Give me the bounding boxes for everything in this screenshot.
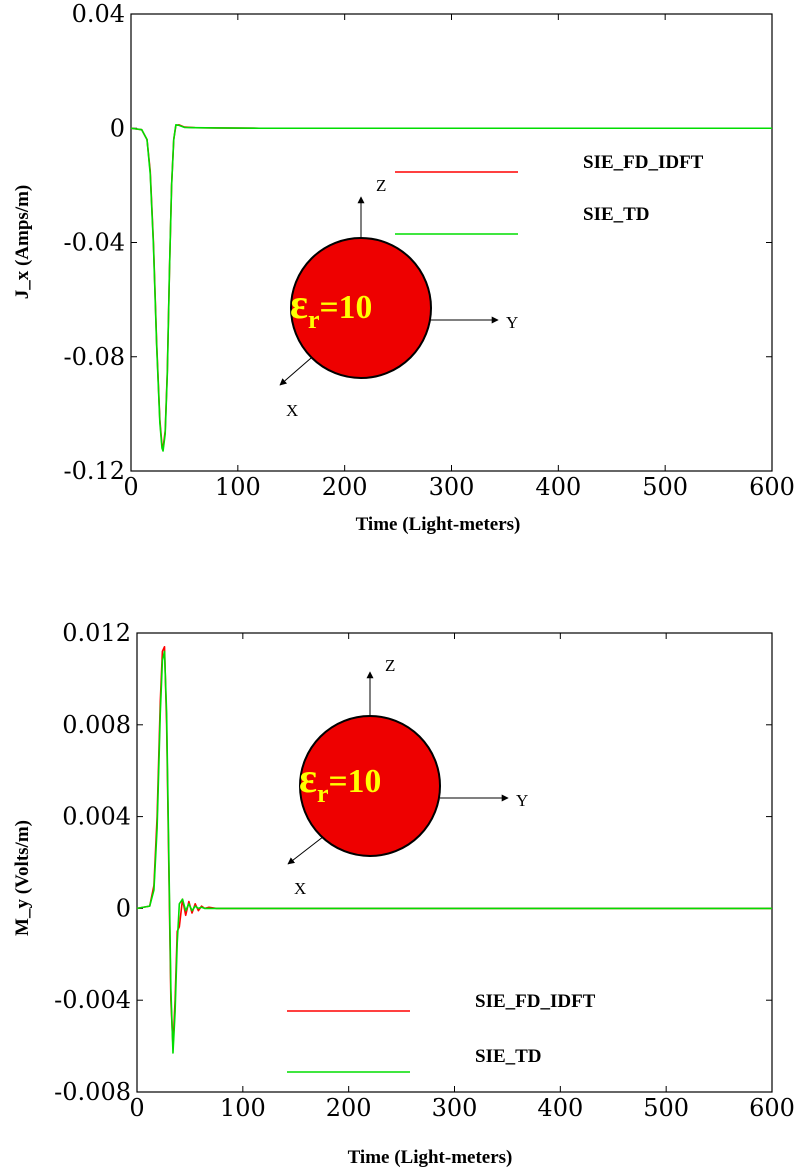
series-line-SIE_TD: [130, 124, 772, 452]
y-tick-label: -0.004: [54, 986, 131, 1014]
epsilon-value: =10: [329, 763, 382, 800]
x-tick-label: 500: [643, 1094, 689, 1122]
series-line-SIE_TD: [136, 650, 772, 1054]
x-tick-label: 600: [749, 1094, 795, 1122]
y-axis-title: J_x (Amps/m): [12, 185, 33, 300]
epsilon-subscript: r: [308, 305, 320, 334]
z-axis-label: Z: [376, 176, 386, 195]
x-tick-label: 100: [220, 1094, 266, 1122]
x-axis-label: X: [286, 401, 298, 420]
y-axis-title: M_y (Volts/m): [12, 820, 33, 936]
x-tick-label: 100: [215, 473, 261, 501]
chart-1: 0 100 200 300 400 500 600 0.04 0 -0.04 -0.08 -0.12 T…: [12, 0, 795, 535]
y-tick-label: 0.004: [62, 803, 131, 831]
x-axis-title: Time (Light-meters): [348, 1147, 513, 1168]
x-tick-label: 300: [432, 1094, 478, 1122]
series-line-SIE_FD_IDFT: [130, 124, 772, 449]
legend-label-2: SIE_TD: [475, 1046, 542, 1067]
permittivity-label: εr=10: [299, 756, 381, 808]
dielectric-sphere: [290, 237, 432, 379]
sphere-inset: Z Y Xεr=10: [287, 656, 528, 898]
z-axis-label: Z: [385, 656, 395, 675]
y-tick-label: -0.04: [63, 229, 125, 257]
dielectric-sphere: [299, 715, 441, 857]
epsilon-value: =10: [320, 289, 373, 326]
legend-label-1: SIE_FD_IDFT: [583, 152, 704, 173]
permittivity-label: εr=10: [290, 282, 372, 334]
y-tick-label: 0.04: [72, 0, 125, 28]
legend-label-2: SIE_TD: [583, 204, 650, 225]
x-tick-label: 200: [326, 1094, 372, 1122]
epsilon-subscript: r: [317, 779, 329, 808]
x-tick-label: 0: [123, 473, 138, 501]
y-tick-label: 0: [110, 114, 125, 142]
y-tick-label: -0.008: [54, 1078, 131, 1106]
y-tick-label: 0.008: [62, 711, 131, 739]
x-tick-label: 600: [749, 473, 795, 501]
epsilon-symbol: ε: [290, 282, 308, 328]
x-tick-label: 400: [537, 1094, 583, 1122]
x-tick-label: 0: [129, 1094, 144, 1122]
x-tick-label: 300: [429, 473, 475, 501]
x-tick-label: 400: [535, 473, 581, 501]
epsilon-symbol: ε: [299, 756, 317, 802]
x-axis-label: X: [294, 879, 306, 898]
sphere-inset: Z Y Xεr=10: [279, 176, 518, 420]
y-tick-label: 0: [116, 894, 131, 922]
y-tick-label: -0.08: [63, 343, 125, 371]
y-axis-label: Y: [516, 791, 528, 810]
x-tick-label: 200: [322, 473, 368, 501]
plot-frame: [136, 632, 773, 1093]
legend-label-1: SIE_FD_IDFT: [475, 991, 596, 1012]
y-tick-label: 0.012: [62, 619, 131, 647]
y-tick-label: -0.12: [63, 457, 125, 485]
chart-2: 0 100 200 300 400 500 6000.0120.0080.0040-0.00…: [12, 619, 795, 1168]
x-axis-title: Time (Light-meters): [356, 514, 521, 535]
x-axis-arrow: [287, 832, 329, 865]
series-line-SIE_FD_IDFT: [136, 645, 772, 1047]
y-axis-label: Y: [506, 313, 518, 332]
x-tick-label: 500: [642, 473, 688, 501]
plot-frame: [130, 13, 773, 472]
